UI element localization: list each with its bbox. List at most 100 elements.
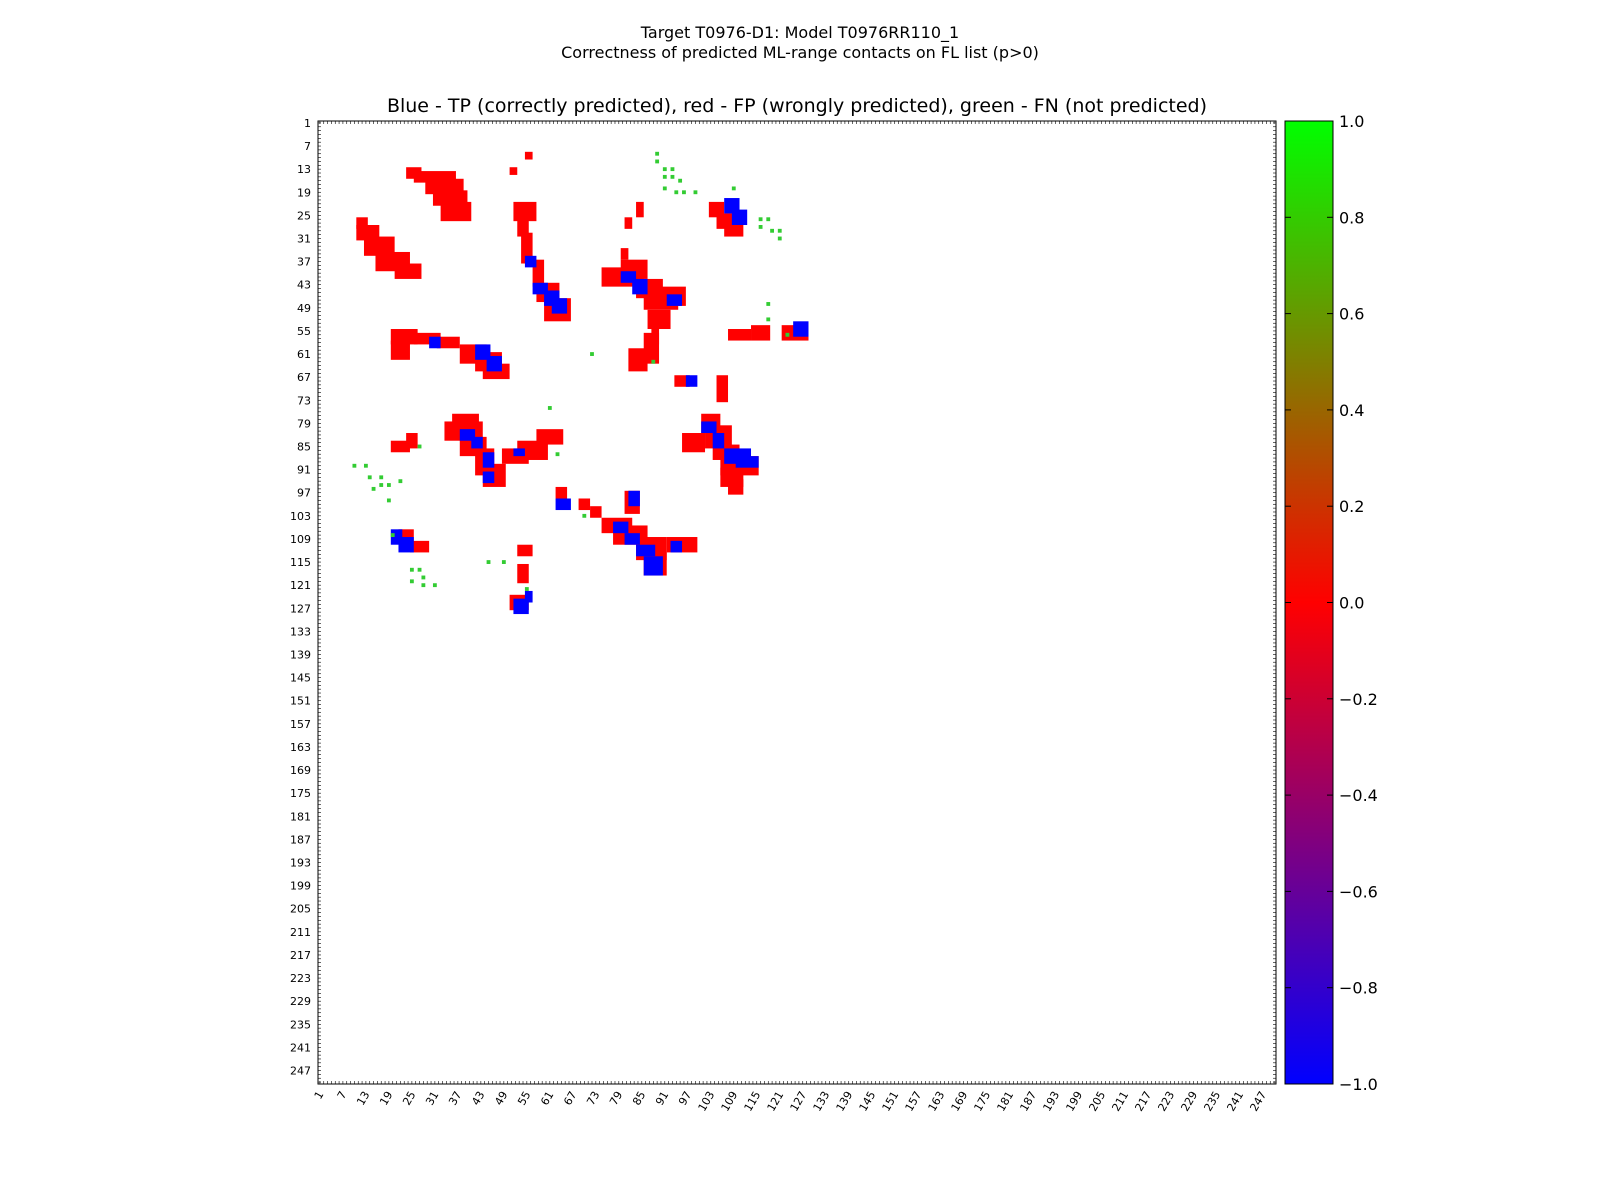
fn-contact-point	[662, 174, 667, 179]
tp-contact-region	[482, 471, 495, 484]
fp-contact-region	[413, 171, 456, 183]
fn-contact-point	[758, 225, 763, 229]
x-tick-label: 247	[1247, 1089, 1269, 1114]
y-tick-label: 13	[297, 163, 311, 176]
fn-contact-point	[777, 236, 782, 241]
y-tick-label: 229	[290, 995, 311, 1008]
y-tick-label: 151	[290, 695, 311, 708]
fp-contact-region	[521, 232, 533, 264]
fp-contact-region	[590, 506, 602, 518]
tp-contact-region	[670, 540, 683, 553]
fn-contact-point	[386, 483, 391, 487]
fn-contact-point	[386, 498, 391, 503]
x-tick-label: 187	[1018, 1089, 1040, 1114]
fn-contact-point	[651, 359, 656, 364]
fp-contact-region	[628, 348, 648, 372]
y-tick-label: 79	[297, 417, 311, 430]
tp-contact-region	[390, 529, 403, 545]
colorbar-ticks: 1.0 0.8 0.6 0.4 0.2 0.0 −0.2 −0.4 −0.6 −0.8 −1.0	[1285, 112, 1378, 1094]
fp-contact-region	[620, 248, 629, 260]
tp-contact-region	[793, 321, 809, 337]
tp-contact-region	[555, 498, 571, 511]
colorbar-tick-label: −0.6	[1339, 882, 1378, 901]
y-tick-label: 211	[290, 926, 311, 939]
colorbar-tick-label: −0.2	[1339, 690, 1378, 709]
fp-contact-region	[394, 263, 422, 279]
fp-contact-region	[363, 236, 395, 256]
x-tick-label: 121	[765, 1089, 787, 1114]
y-tick-label: 61	[297, 348, 311, 361]
fp-contact-region	[716, 375, 729, 403]
fn-contact-point	[731, 186, 736, 191]
colorbar-tick-label: −0.4	[1339, 786, 1378, 805]
y-tick-label: 115	[290, 556, 311, 569]
tp-contact-region	[513, 448, 525, 457]
x-tick-label: 55	[515, 1089, 533, 1108]
x-tick-label: 67	[561, 1089, 579, 1108]
x-tick-label: 169	[949, 1089, 971, 1114]
figure-suptitle-line1: Target T0976-D1: Model T0976RR110_1	[640, 23, 960, 42]
fn-contact-point	[766, 317, 771, 322]
tp-contact-region	[735, 456, 759, 468]
fn-contact-point	[582, 513, 587, 518]
fn-contact-point	[524, 587, 529, 591]
tp-contact-region	[628, 490, 640, 507]
fp-contact-region	[452, 413, 479, 426]
y-tick-label: 169	[290, 764, 311, 777]
axes: 1177131319192525313137374343494955556161…	[290, 117, 1276, 1114]
fn-contact-point	[352, 463, 357, 468]
y-tick-label: 181	[290, 810, 311, 823]
x-tick-label: 19	[377, 1089, 395, 1108]
x-tick-label: 133	[811, 1089, 833, 1114]
figure-suptitle-line2: Correctness of predicted ML-range contac…	[561, 43, 1039, 62]
colorbar-tick-label: 0.8	[1339, 208, 1364, 227]
fp-contact-region	[751, 325, 771, 341]
tp-contact-region	[429, 336, 441, 349]
fn-contact-point	[693, 190, 698, 195]
x-tick-label: 37	[446, 1089, 464, 1108]
fp-contact-region	[406, 433, 418, 449]
tp-contact-region	[398, 537, 414, 553]
x-tick-label: 139	[834, 1089, 856, 1114]
fn-contact-point	[486, 560, 491, 564]
x-tick-label: 235	[1201, 1089, 1223, 1114]
fp-contact-region	[682, 433, 706, 453]
x-tick-label: 31	[423, 1089, 441, 1108]
fn-contact-point	[766, 302, 771, 306]
x-tick-label: 115	[742, 1089, 764, 1114]
fp-contact-region	[390, 340, 410, 360]
y-tick-label: 37	[297, 256, 311, 269]
fn-contact-point	[398, 479, 403, 484]
x-tick-label: 73	[584, 1089, 602, 1108]
tp-contact-region	[486, 355, 502, 372]
fp-contact-region	[436, 336, 460, 349]
fp-contact-region	[356, 217, 368, 229]
y-tick-label: 157	[290, 718, 311, 731]
tp-contact-region	[666, 294, 683, 306]
tp-contact-region	[731, 209, 748, 226]
fn-contact-point	[417, 444, 422, 449]
y-tick-label: 193	[290, 857, 311, 870]
x-tick-label: 97	[676, 1089, 694, 1108]
tp-contact-region	[532, 282, 548, 295]
tp-contact-region	[636, 544, 656, 557]
fp-contact-region	[398, 529, 414, 541]
fp-contact-region	[555, 486, 568, 499]
tp-contact-region	[482, 452, 495, 468]
x-tick-label: 109	[719, 1089, 741, 1114]
x-tick-label: 241	[1224, 1089, 1246, 1114]
fn-contact-point	[390, 533, 395, 538]
x-tick-label: 223	[1155, 1089, 1177, 1114]
fp-contact-region	[674, 375, 690, 387]
x-tick-label: 13	[354, 1089, 372, 1108]
fn-contact-point	[766, 217, 771, 222]
chart-title: Blue - TP (correctly predicted), red - F…	[386, 95, 1208, 117]
fp-contact-region	[517, 563, 529, 584]
fn-contact-point	[421, 575, 426, 580]
fp-contact-region	[728, 329, 752, 341]
x-tick-label: 151	[880, 1089, 902, 1114]
y-tick-label: 241	[290, 1041, 311, 1054]
fp-contact-region	[517, 544, 533, 557]
fp-contact-region	[636, 201, 644, 218]
fn-contact-point	[590, 352, 594, 356]
